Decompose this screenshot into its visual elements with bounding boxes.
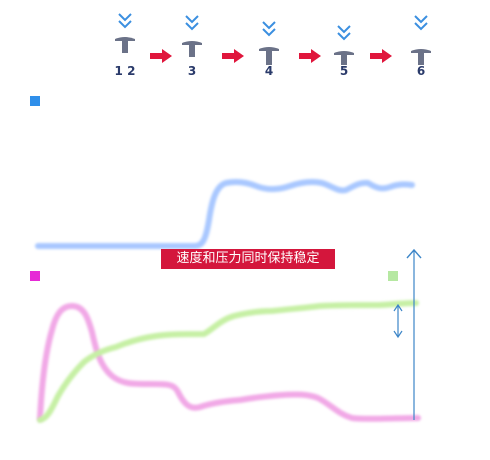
stable-banner: 速度和压力同时保持稳定 <box>161 249 335 269</box>
speed-legend-swatch <box>30 96 40 106</box>
green-curve <box>37 300 419 423</box>
right-arrow-icon <box>299 49 321 63</box>
pressure-legend-swatch <box>30 271 40 281</box>
pressure-curve <box>37 302 421 422</box>
total-rise-marker <box>406 248 422 420</box>
stage-label: 6 <box>416 64 426 78</box>
stage-label: 4 <box>264 64 274 78</box>
press-tool-icon <box>334 51 354 65</box>
double-chevron-down-icon <box>414 15 428 31</box>
stage-3 <box>172 14 212 59</box>
press-tool-icon <box>182 41 202 57</box>
stage-4 <box>249 20 289 67</box>
stage-label: 1 2 <box>114 64 136 78</box>
stage-1-2 <box>105 12 145 55</box>
right-arrow-icon <box>370 49 392 63</box>
double-chevron-down-icon <box>118 13 132 29</box>
stage-label: 3 <box>187 64 197 78</box>
press-tool-icon <box>259 47 279 65</box>
stage-label: 5 <box>339 64 349 78</box>
press-tool-icon <box>115 37 135 53</box>
press-tool-icon <box>411 49 431 65</box>
green-legend-swatch <box>388 271 398 281</box>
stage-5 <box>324 24 364 67</box>
gap-marker <box>393 303 403 339</box>
double-chevron-down-icon <box>262 21 276 37</box>
double-chevron-down-icon <box>337 25 351 41</box>
right-arrow-icon <box>222 49 244 63</box>
double-chevron-down-icon <box>185 15 199 31</box>
right-arrow-icon <box>150 49 172 63</box>
speed-curve <box>35 179 415 249</box>
stage-6 <box>401 14 441 75</box>
